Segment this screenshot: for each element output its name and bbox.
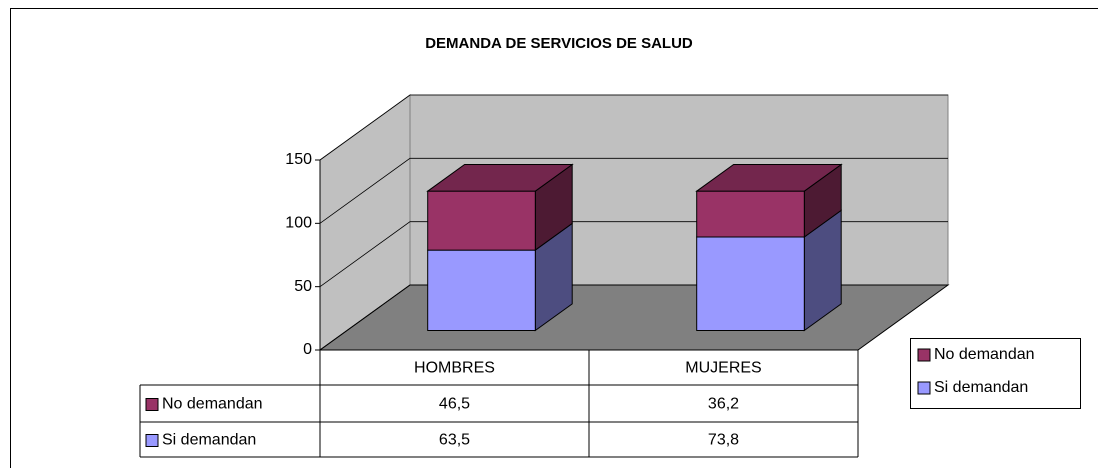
chart-title: DEMANDA DE SERVICIOS DE SALUD [425,35,693,52]
bar [696,236,805,331]
table-legend-key [145,398,159,411]
table-value: 63,5 [439,432,470,449]
table-value: 36,2 [708,396,739,413]
y-tick-label: 150 [285,151,312,168]
bar [427,249,536,331]
table-header: MUJERES [685,360,761,377]
table-value: 46,5 [439,396,470,413]
legend-label: No demandan [934,346,1035,363]
grid-line [319,157,948,224]
legend-box [910,338,1081,409]
bar-top [695,164,843,192]
bar [696,190,805,238]
table-legend-key [145,434,159,447]
grid-line [319,94,948,161]
bar [427,190,536,251]
table-header: HOMBRES [414,360,495,377]
y-tick-label: 0 [303,341,312,358]
table-value: 73,8 [708,432,739,449]
y-tick-label: 50 [294,278,312,295]
legend-key [917,348,931,362]
floor [318,284,950,351]
y-tick-label: 100 [285,215,312,232]
table-row-label: No demandan [162,396,263,413]
table-row-label: Si demandan [162,432,256,449]
legend-key [917,381,931,395]
bar-top [426,164,574,192]
legend-label: Si demandan [934,379,1028,396]
